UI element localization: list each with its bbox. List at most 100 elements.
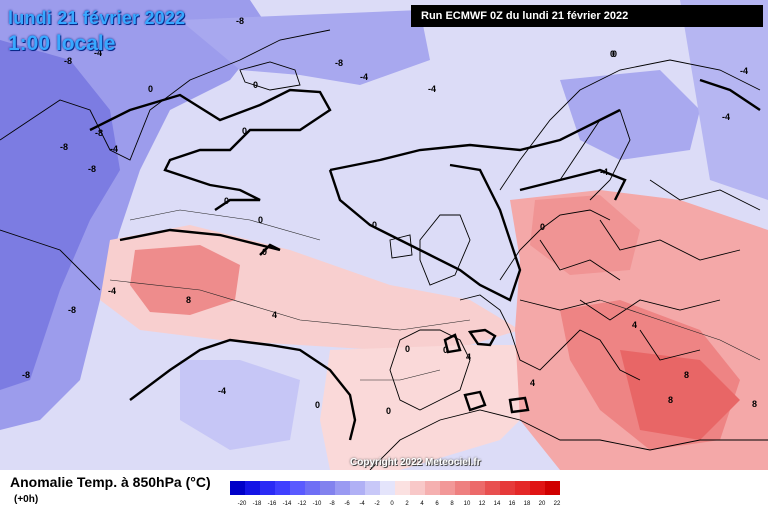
scale-tick-label: 14: [493, 501, 501, 507]
contour-label: -4: [110, 144, 118, 154]
contour-label: 0: [315, 400, 320, 410]
contour-label: 0: [258, 215, 263, 225]
zero-contour-north: [89, 88, 332, 211]
contour-label: -4: [108, 286, 116, 296]
scale-tick-label: 22: [553, 501, 561, 507]
contour-label: -4: [740, 66, 748, 76]
scale-tick-label: -20: [237, 501, 247, 507]
scale-tick-label: 12: [478, 501, 486, 507]
contour-label: -4: [600, 167, 608, 177]
run-info-text: Run ECMWF 0Z du lundi 21 février 2022: [421, 10, 629, 22]
scale-tick-label: 16: [508, 501, 516, 507]
contour-label: 0: [386, 406, 391, 416]
contour-label: -8: [60, 142, 68, 152]
zero-contour-scandinavia: [519, 168, 627, 201]
scale-tick-label: -4: [359, 501, 365, 507]
forecast-date: lundi 21 février 2022: [8, 8, 186, 28]
scale-swatch: [440, 481, 455, 495]
scale-tick-label: 0: [390, 501, 394, 507]
contour-label: 0: [253, 80, 258, 90]
scale-swatch: [425, 481, 440, 495]
scale-swatch: [260, 481, 275, 495]
color-scale: [230, 481, 560, 495]
coastline-north-africa: [369, 409, 768, 470]
coastline-iceland: [239, 61, 301, 91]
scale-swatch: [530, 481, 545, 495]
temperature-anomaly-map: -8 -8 -4 -8 -4 -4 0 0 0 0 0 0 0 0 -4 -8 -8 -8 -4 -4 -8 -8 8 4 0 0…: [0, 0, 768, 470]
contour-label: -8: [22, 370, 30, 380]
cold-anomaly-south-atlantic: [180, 360, 300, 450]
scale-swatch: [485, 481, 500, 495]
cold-anomaly-scandinavia: [560, 70, 700, 160]
country-borders: [519, 179, 761, 361]
contour-label: -8: [68, 305, 76, 315]
contour-label: 0: [224, 196, 229, 206]
scale-swatch: [365, 481, 380, 495]
zero-contour-west-europe: [328, 108, 621, 302]
contour-label: 0: [405, 344, 410, 354]
scale-swatch: [455, 481, 470, 495]
zero-contour-iberia: [443, 328, 530, 414]
contour-label: -8: [95, 128, 103, 138]
scale-tick-label: 18: [523, 501, 531, 507]
contour-label: 0: [612, 49, 617, 59]
contour-label: 0: [540, 222, 545, 232]
copyright-text: Copyright 2022 Meteociel.fr: [350, 457, 481, 468]
contour-label: -8: [88, 164, 96, 174]
scale-tick-label: -18: [252, 501, 262, 507]
legend-subtitle: (+0h): [14, 494, 39, 505]
contour-label: 0: [610, 49, 615, 59]
contour-label: 8: [684, 370, 689, 380]
contour-label: 0: [242, 126, 247, 136]
contour-label: 0: [148, 84, 153, 94]
scale-swatch: [515, 481, 530, 495]
contour-label: -8: [335, 58, 343, 68]
scale-tick-label: -10: [312, 501, 322, 507]
run-info-box: Run ECMWF 0Z du lundi 21 février 2022: [411, 5, 763, 27]
scale-tick-label: -16: [267, 501, 277, 507]
contour-label: 8: [186, 295, 191, 305]
warm-anomaly-greece: [620, 350, 740, 440]
coastline-greenland: [0, 29, 331, 291]
contour-label: 0: [262, 247, 267, 257]
scale-swatch: [275, 481, 290, 495]
coastline-uk: [389, 214, 471, 286]
scale-swatch: [305, 481, 320, 495]
zero-contour-east: [699, 78, 761, 111]
contour-label: 4: [632, 320, 637, 330]
forecast-local-time: 1:00 locale: [8, 32, 116, 55]
zero-contour-atlantic: [119, 228, 281, 256]
cold-anomaly-north: [180, 10, 430, 85]
coastline-norway: [499, 59, 761, 191]
scale-tick-label: -6: [344, 501, 350, 507]
scale-tick-label: 8: [450, 501, 454, 507]
scale-tick-label: -12: [297, 501, 307, 507]
scale-swatch: [230, 481, 245, 495]
zero-contour-south: [129, 338, 357, 441]
contour-label: -4: [218, 386, 226, 396]
scale-swatch: [470, 481, 485, 495]
scale-swatch: [335, 481, 350, 495]
scale-swatch: [320, 481, 335, 495]
contour-label: 0: [443, 345, 448, 355]
contour-label: 4: [466, 352, 471, 362]
contour-label: 8: [752, 399, 757, 409]
scale-swatch: [410, 481, 425, 495]
contour-label: 0: [372, 220, 377, 230]
scale-swatch: [395, 481, 410, 495]
scale-tick-label: -8: [329, 501, 335, 507]
contour-label: -4: [428, 84, 436, 94]
contour-label: -8: [236, 16, 244, 26]
contour-label: 8: [668, 395, 673, 405]
scale-tick-label: 4: [420, 501, 424, 507]
cold-anomaly-greenland-core: [0, 40, 120, 390]
cold-anomaly-east: [680, 0, 768, 200]
scale-tick-label: 2: [405, 501, 409, 507]
warm-anomaly-iberia: [320, 345, 560, 470]
contour-label: 4: [530, 378, 535, 388]
legend-title: Anomalie Temp. à 850hPa (°C): [10, 474, 211, 490]
scale-swatch: [380, 481, 395, 495]
contour-label: -4: [722, 112, 730, 122]
scale-tick-label: 6: [435, 501, 439, 507]
contour-label: 4: [272, 310, 277, 320]
